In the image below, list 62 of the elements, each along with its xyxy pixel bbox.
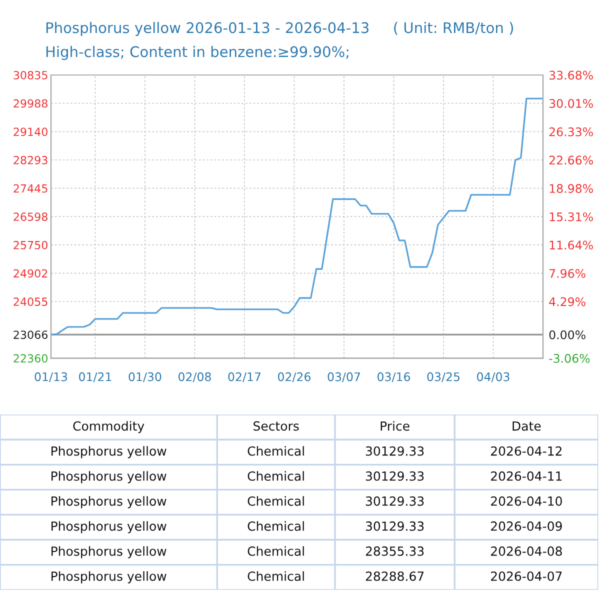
x-tick-label: 02/26	[278, 372, 311, 382]
text: Phosphorus yellow	[52, 446, 166, 458]
y-tick-label: 22360	[14, 354, 48, 363]
text: 2026-04-12	[491, 446, 562, 456]
text: Phosphorus yellow	[52, 471, 166, 484]
y2-tick-label: 18.98%	[550, 184, 593, 193]
x-tick-label: 02/17	[228, 372, 260, 382]
text: 28288.67	[366, 571, 424, 581]
text: 2026-04-08	[491, 546, 562, 556]
x-tick-label: 03/07	[328, 372, 360, 382]
text: Chemical	[248, 546, 304, 556]
text: 30129.33	[366, 496, 424, 506]
text: 2026-04-10	[491, 496, 562, 506]
y-tick-label: 30835	[14, 70, 48, 80]
text: Chemical	[248, 496, 304, 506]
text: 30129.33	[366, 446, 424, 456]
x-tick-label: 03/16	[378, 372, 410, 382]
y2-tick-label: 33.68%	[549, 70, 593, 80]
x-tick-label: 03/25	[427, 372, 460, 382]
y-tick-label: 29988	[14, 99, 48, 108]
x-tick-label: 04/03	[477, 372, 510, 382]
y-tick-label: 27445	[14, 184, 48, 193]
y2-tick-label: 15.31%	[550, 212, 593, 222]
text: 2026-04-11	[491, 471, 562, 481]
text: Phosphorus yellow	[52, 571, 166, 584]
y-tick-label: 25750	[14, 240, 48, 250]
text: Chemical	[248, 521, 304, 531]
text: Chemical	[248, 571, 304, 581]
text: Chemical	[248, 446, 304, 456]
x-tick-label: 01/21	[78, 372, 112, 382]
category-label: Sectors	[254, 421, 299, 431]
y-tick-label: 23066	[14, 330, 48, 339]
text: 28355.33	[366, 546, 424, 556]
x-tick-label: 01/13	[34, 372, 68, 382]
chart-title: Phosphorus yellow 2026-01-13 - 2026-04-13 ( Unit: RMB/ton )	[46, 22, 514, 36]
y-tick-label: 24055	[14, 298, 48, 306]
text: Chemical	[248, 471, 304, 481]
y-tick-label: 24902	[14, 269, 48, 278]
y2-tick-label: 11.64%	[550, 240, 593, 250]
text: 2026-04-09	[491, 521, 562, 531]
category-label: Commodity	[73, 421, 144, 434]
category-label: Date	[512, 421, 541, 431]
y2-tick-label: 0.00%	[549, 330, 586, 340]
x-tick-label: 01/30	[128, 372, 162, 382]
x-tick-label: 02/08	[178, 372, 211, 382]
y2-tick-label: -3.06%	[549, 354, 590, 363]
chart-subtitle: High-class; Content in benzene:≥99.90%;	[46, 46, 348, 60]
y2-tick-label: 4.29%	[549, 297, 586, 306]
y-tick-label: 26598	[14, 212, 48, 221]
category-label: Price	[380, 421, 410, 431]
text: 30129.33	[366, 521, 424, 531]
y2-tick-label: 30.01%	[549, 99, 593, 108]
y2-tick-label: 7.96%	[550, 268, 586, 278]
y2-tick-label: 22.66%	[549, 156, 593, 165]
text: Phosphorus yellow	[52, 496, 166, 508]
text: 30129.33	[366, 471, 424, 481]
y-tick-label: 28293	[14, 156, 48, 164]
text: 2026-04-07	[491, 571, 562, 581]
text: Phosphorus yellow	[52, 521, 166, 534]
y2-tick-label: 26.33%	[549, 127, 593, 136]
text: Phosphorus yellow	[52, 546, 166, 558]
y-tick-label: 29140	[14, 128, 48, 136]
